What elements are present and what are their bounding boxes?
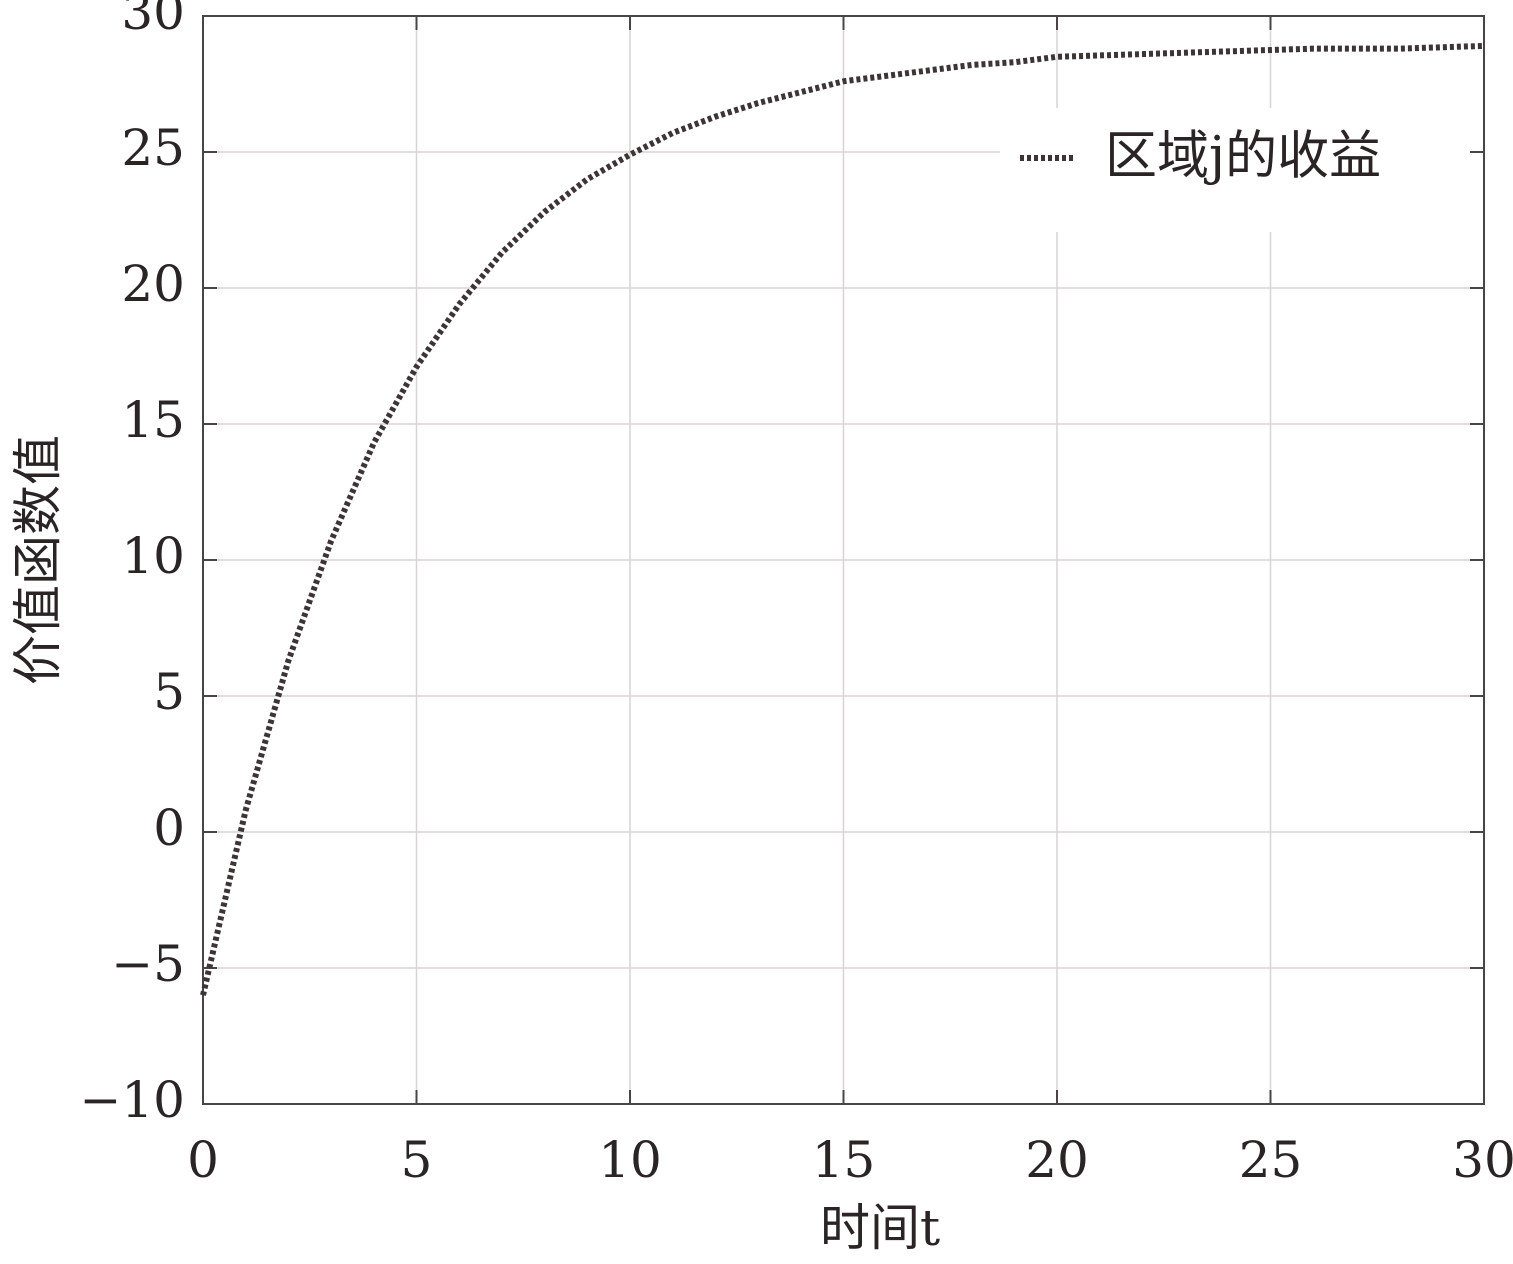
x-tick-label: 10 xyxy=(598,1131,662,1189)
legend-box xyxy=(1000,108,1470,232)
y-tick-label: 10 xyxy=(121,527,185,585)
x-tick-label: 20 xyxy=(1025,1131,1089,1189)
x-tick-label: 5 xyxy=(401,1131,433,1189)
y-tick-label: 30 xyxy=(121,0,185,41)
data-line xyxy=(200,42,1485,996)
y-tick-label: 5 xyxy=(153,663,185,721)
x-tick-label: 0 xyxy=(187,1131,219,1189)
x-tick-label: 25 xyxy=(1239,1131,1303,1189)
legend-label: 区域j的收益 xyxy=(1105,127,1381,187)
x-axis-label: 时间t xyxy=(820,1199,940,1257)
x-tick-label: 30 xyxy=(1452,1131,1513,1189)
x-tick-label: 15 xyxy=(812,1131,876,1189)
y-tick-label: 15 xyxy=(121,391,185,449)
y-tick-label: 0 xyxy=(153,799,185,857)
y-tick-label: −10 xyxy=(79,1071,185,1129)
y-tick-label: −5 xyxy=(111,935,185,993)
plot-frame xyxy=(202,15,1485,1105)
y-tick-label: 20 xyxy=(121,255,185,313)
y-axis-label: 价值函数值 xyxy=(9,435,67,685)
y-tick-label: 25 xyxy=(121,119,185,177)
